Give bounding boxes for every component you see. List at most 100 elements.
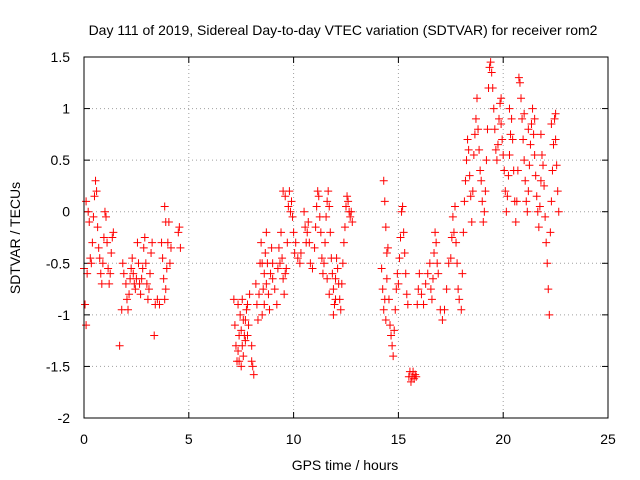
data-point: [287, 197, 296, 206]
data-point: [505, 104, 514, 113]
data-point: [438, 316, 447, 325]
data-point: [526, 140, 535, 149]
data-point: [326, 228, 335, 237]
data-point: [300, 207, 309, 216]
data-point: [536, 176, 545, 185]
data-point: [379, 305, 388, 314]
data-point: [485, 63, 494, 72]
data-point: [318, 269, 327, 278]
data-point: [513, 166, 522, 175]
data-point: [321, 238, 330, 247]
data-point: [144, 285, 153, 294]
data-point: [323, 197, 332, 206]
data-point: [93, 223, 102, 232]
data-point: [466, 192, 475, 201]
data-point: [400, 248, 409, 257]
data-point: [82, 197, 91, 206]
data-point: [539, 161, 548, 170]
data-point: [134, 259, 143, 268]
data-point: [382, 274, 391, 283]
data-point: [136, 290, 145, 299]
data-point: [490, 125, 499, 134]
data-point: [468, 187, 477, 196]
data-point: [268, 274, 277, 283]
data-point: [337, 279, 346, 288]
data-point: [545, 310, 554, 319]
data-point: [446, 254, 455, 263]
data-point: [507, 114, 516, 123]
data-point: [521, 176, 530, 185]
data-point: [237, 326, 246, 335]
data-point: [540, 181, 549, 190]
data-point: [419, 300, 428, 309]
data-point: [440, 305, 449, 314]
data-point: [465, 171, 474, 180]
data-point: [410, 374, 419, 383]
data-point: [92, 187, 101, 196]
data-point: [115, 341, 124, 350]
data-point: [461, 176, 470, 185]
data-point: [520, 109, 529, 118]
x-tick-label: 5: [185, 431, 193, 447]
chart-title: Day 111 of 2019, Sidereal Day-to-day VTE…: [89, 22, 598, 38]
data-point: [346, 212, 355, 221]
data-point: [243, 331, 252, 340]
data-point: [481, 187, 490, 196]
data-point: [515, 78, 524, 87]
data-point: [537, 150, 546, 159]
data-point: [146, 269, 155, 278]
data-point: [463, 135, 472, 144]
data-point: [86, 254, 95, 263]
data-point: [280, 290, 289, 299]
data-point: [301, 223, 310, 232]
data-point: [336, 305, 345, 314]
data-point: [257, 238, 266, 247]
data-point: [551, 109, 560, 118]
data-point: [142, 279, 151, 288]
grid: [84, 57, 608, 418]
data-point: [234, 346, 243, 355]
data-point: [531, 171, 540, 180]
data-point: [105, 279, 114, 288]
data-point: [332, 254, 341, 263]
data-point: [97, 279, 106, 288]
data-point: [89, 212, 98, 221]
data-point: [175, 223, 184, 232]
data-points: [80, 58, 563, 386]
data-point: [442, 285, 451, 294]
data-point: [129, 269, 138, 278]
data-point: [480, 207, 489, 216]
data-point: [238, 341, 247, 350]
data-point: [528, 104, 537, 113]
data-point: [281, 269, 290, 278]
data-point: [478, 197, 487, 206]
data-point: [491, 145, 500, 154]
data-point: [342, 202, 350, 211]
data-point: [536, 130, 545, 139]
data-point: [124, 305, 133, 314]
data-point: [403, 300, 412, 309]
data-point: [550, 114, 559, 123]
data-point: [389, 352, 398, 361]
data-point: [547, 120, 556, 129]
data-point: [119, 269, 128, 278]
data-point: [279, 187, 288, 196]
data-point: [135, 279, 144, 288]
data-point: [251, 279, 260, 288]
data-point: [519, 135, 528, 144]
data-point: [267, 243, 276, 252]
data-point: [141, 259, 150, 268]
data-point: [421, 279, 430, 288]
data-point: [447, 233, 456, 242]
data-point: [414, 285, 423, 294]
data-point: [133, 238, 142, 247]
data-point: [311, 223, 320, 232]
data-point: [398, 202, 407, 211]
data-point: [248, 362, 257, 371]
data-point: [95, 254, 104, 263]
data-point: [552, 161, 561, 170]
data-point: [244, 321, 253, 330]
data-point: [393, 269, 402, 278]
data-point: [477, 176, 486, 185]
data-point: [91, 176, 100, 185]
